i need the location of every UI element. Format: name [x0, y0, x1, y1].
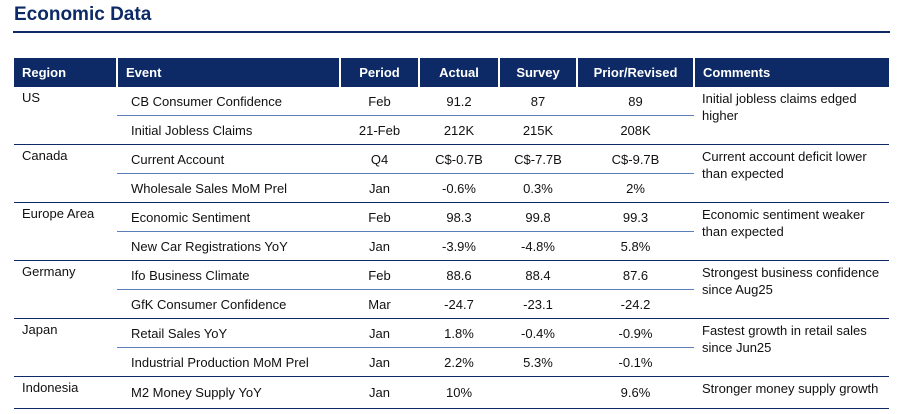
prior-revised-cell: 99.3: [577, 202, 694, 232]
period-cell: Q4: [340, 144, 419, 174]
prior-revised-cell: 208K: [577, 115, 694, 145]
prior-revised-cell: 87.6: [577, 260, 694, 290]
region-cell: Germany: [14, 260, 117, 319]
period-cell: Jan: [340, 231, 419, 261]
survey-cell: 88.4: [499, 260, 577, 290]
prior-revised-cell: 5.8%: [577, 231, 694, 261]
event-cell: Economic Sentiment: [117, 202, 340, 232]
period-cell: Jan: [340, 318, 419, 348]
actual-cell: 88.6: [419, 260, 499, 290]
period-cell: Feb: [340, 202, 419, 232]
table-row: Wholesale Sales MoM Prel Jan -0.6% 0.3% …: [14, 173, 889, 203]
prior-revised-cell: -24.2: [577, 289, 694, 319]
region-cell: Japan: [14, 318, 117, 377]
comment-cell: Stronger money supply growth: [694, 376, 889, 409]
period-cell: Mar: [340, 289, 419, 319]
survey-cell: [499, 376, 577, 409]
prior-revised-cell: C$-9.7B: [577, 144, 694, 174]
table-header-row: Region Event Period Actual Survey Prior/…: [14, 58, 889, 87]
survey-cell: -4.8%: [499, 231, 577, 261]
comment-cell: Initial jobless claims edged higher: [694, 86, 889, 145]
actual-cell: -3.9%: [419, 231, 499, 261]
prior-revised-cell: 89: [577, 86, 694, 116]
period-cell: Feb: [340, 86, 419, 116]
prior-revised-cell: -0.1%: [577, 347, 694, 377]
economic-data-table: Region Event Period Actual Survey Prior/…: [14, 58, 889, 409]
table-row: Europe Area Economic Sentiment Feb 98.3 …: [14, 202, 889, 261]
column-header-prior-revised: Prior/Revised: [576, 58, 694, 87]
event-cell: Industrial Production MoM Prel: [117, 347, 340, 377]
table-row: Initial Jobless Claims 21-Feb 212K 215K …: [14, 115, 889, 145]
period-cell: Jan: [340, 173, 419, 203]
event-cell: Ifo Business Climate: [117, 260, 340, 290]
column-header-actual: Actual: [418, 58, 499, 87]
column-header-region: Region: [14, 58, 117, 87]
prior-revised-cell: -0.9%: [577, 318, 694, 348]
survey-cell: 5.3%: [499, 347, 577, 377]
comment-cell: Strongest business confidence since Aug2…: [694, 260, 889, 319]
actual-cell: 91.2: [419, 86, 499, 116]
event-cell: New Car Registrations YoY: [117, 231, 340, 261]
column-header-period: Period: [339, 58, 419, 87]
column-header-survey: Survey: [498, 58, 577, 87]
column-header-event: Event: [116, 58, 340, 87]
comment-cell: Economic sentiment weaker than expected: [694, 202, 889, 261]
survey-cell: -0.4%: [499, 318, 577, 348]
actual-cell: C$-0.7B: [419, 144, 499, 174]
table-row: US CB Consumer Confidence Feb 91.2 87 89…: [14, 86, 889, 145]
region-cell: US: [14, 86, 117, 145]
table-row: Indonesia M2 Money Supply YoY Jan 10% 9.…: [14, 376, 889, 409]
table-row: Japan Retail Sales YoY Jan 1.8% -0.4% -0…: [14, 318, 889, 377]
event-cell: CB Consumer Confidence: [117, 86, 340, 116]
column-header-comments: Comments: [693, 58, 889, 87]
comment-cell: Fastest growth in retail sales since Jun…: [694, 318, 889, 377]
actual-cell: 212K: [419, 115, 499, 145]
table-row: Industrial Production MoM Prel Jan 2.2% …: [14, 347, 889, 377]
period-cell: Feb: [340, 260, 419, 290]
period-cell: 21-Feb: [340, 115, 419, 145]
page-title: Economic Data: [14, 4, 152, 25]
event-cell: GfK Consumer Confidence: [117, 289, 340, 319]
event-cell: Initial Jobless Claims: [117, 115, 340, 145]
table-row: Germany Ifo Business Climate Feb 88.6 88…: [14, 260, 889, 319]
actual-cell: 98.3: [419, 202, 499, 232]
prior-revised-cell: 2%: [577, 173, 694, 203]
event-cell: M2 Money Supply YoY: [117, 376, 340, 409]
region-cell: Indonesia: [14, 376, 117, 409]
prior-revised-cell: 9.6%: [577, 376, 694, 409]
actual-cell: 10%: [419, 376, 499, 409]
table-row: Canada Current Account Q4 C$-0.7B C$-7.7…: [14, 144, 889, 203]
region-cell: Canada: [14, 144, 117, 203]
survey-cell: 87: [499, 86, 577, 116]
comment-cell: Current account deficit lower than expec…: [694, 144, 889, 203]
survey-cell: C$-7.7B: [499, 144, 577, 174]
table-row: GfK Consumer Confidence Mar -24.7 -23.1 …: [14, 289, 889, 319]
title-divider: [13, 31, 890, 33]
event-cell: Current Account: [117, 144, 340, 174]
actual-cell: 1.8%: [419, 318, 499, 348]
actual-cell: 2.2%: [419, 347, 499, 377]
survey-cell: 0.3%: [499, 173, 577, 203]
event-cell: Retail Sales YoY: [117, 318, 340, 348]
actual-cell: -24.7: [419, 289, 499, 319]
survey-cell: -23.1: [499, 289, 577, 319]
survey-cell: 215K: [499, 115, 577, 145]
region-cell: Europe Area: [14, 202, 117, 261]
actual-cell: -0.6%: [419, 173, 499, 203]
survey-cell: 99.8: [499, 202, 577, 232]
table-row: New Car Registrations YoY Jan -3.9% -4.8…: [14, 231, 889, 261]
event-cell: Wholesale Sales MoM Prel: [117, 173, 340, 203]
period-cell: Jan: [340, 347, 419, 377]
period-cell: Jan: [340, 376, 419, 409]
